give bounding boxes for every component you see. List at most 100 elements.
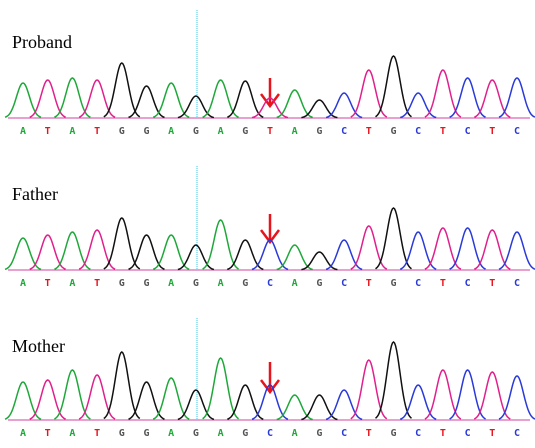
base-call: G <box>143 126 149 137</box>
base-call: T <box>45 278 51 289</box>
trace-peak <box>301 100 337 118</box>
base-call: T <box>489 126 495 137</box>
base-call: G <box>193 126 199 137</box>
base-call: A <box>20 126 26 137</box>
trace-peak <box>326 390 362 419</box>
base-call: T <box>94 428 100 439</box>
chromatogram-figure: Proband A T A T G G A G A G T A G C T G C T C T C Father A T A T G G… <box>0 0 535 448</box>
trace-peak <box>227 81 263 117</box>
base-call: A <box>20 428 26 439</box>
base-call: G <box>119 428 125 439</box>
trace-peak <box>178 390 214 419</box>
arrow <box>261 78 279 106</box>
base-call: C <box>341 428 347 439</box>
base-call: T <box>440 428 446 439</box>
base-call: T <box>94 126 100 137</box>
trace-peak <box>153 378 189 419</box>
base-call: T <box>440 278 446 289</box>
base-call: C <box>514 278 520 289</box>
base-call: G <box>390 428 396 439</box>
base-call: C <box>415 428 421 439</box>
base-call: A <box>218 428 224 439</box>
sample-label: Proband <box>12 32 72 52</box>
base-call: C <box>465 428 471 439</box>
base-call: C <box>465 278 471 289</box>
trace-peak <box>376 342 412 418</box>
base-call: A <box>168 278 174 289</box>
base-call: G <box>316 278 322 289</box>
base-call: C <box>267 428 273 439</box>
base-call: T <box>366 428 372 439</box>
trace-peak <box>499 376 535 419</box>
trace-peak <box>351 70 387 117</box>
base-call: A <box>20 278 26 289</box>
trace-peak <box>203 220 239 269</box>
base-call: A <box>168 428 174 439</box>
trace-peak <box>351 360 387 419</box>
base-call: G <box>242 278 248 289</box>
trace-peak <box>499 232 535 269</box>
trace-peak <box>301 252 337 270</box>
trace-peak <box>277 90 313 117</box>
arrow <box>261 362 279 392</box>
base-call: G <box>143 428 149 439</box>
trace-peak <box>30 380 66 419</box>
sample-label: Father <box>12 184 58 204</box>
base-call: T <box>366 278 372 289</box>
sample-label: Mother <box>12 336 65 356</box>
trace-peak <box>376 208 412 269</box>
trace-peak <box>178 96 214 118</box>
base-call: G <box>193 428 199 439</box>
base-call: A <box>218 278 224 289</box>
base-call: G <box>242 126 248 137</box>
base-call: T <box>45 126 51 137</box>
trace-peak <box>376 56 412 117</box>
base-call: G <box>119 278 125 289</box>
trace-peak <box>400 385 436 419</box>
base-call: C <box>341 126 347 137</box>
base-call: G <box>193 278 199 289</box>
trace-peak <box>351 226 387 269</box>
base-call: T <box>45 428 51 439</box>
base-call: A <box>292 278 298 289</box>
trace-peak <box>499 78 535 117</box>
trace-peak <box>153 235 189 269</box>
base-call: C <box>267 278 273 289</box>
base-call: A <box>292 126 298 137</box>
base-call: T <box>94 278 100 289</box>
trace-peak <box>326 240 362 269</box>
base-call: G <box>316 126 322 137</box>
trace-peak <box>79 375 115 419</box>
base-call: C <box>465 126 471 137</box>
base-call: G <box>316 428 322 439</box>
trace-peak <box>104 63 140 117</box>
base-call: C <box>341 278 347 289</box>
base-call: T <box>489 428 495 439</box>
trace-peak <box>104 218 140 269</box>
trace-peak <box>178 245 214 270</box>
base-call: T <box>440 126 446 137</box>
base-call: T <box>489 278 495 289</box>
base-call: A <box>69 278 75 289</box>
base-call: A <box>69 126 75 137</box>
base-call: C <box>514 428 520 439</box>
base-call: T <box>366 126 372 137</box>
base-call: G <box>119 126 125 137</box>
base-call: C <box>415 126 421 137</box>
base-call: G <box>390 278 396 289</box>
trace-peak <box>79 80 115 117</box>
arrow <box>261 214 279 242</box>
trace-peak <box>203 358 239 419</box>
base-call: T <box>267 126 273 137</box>
base-call: G <box>242 428 248 439</box>
trace-peak <box>153 83 189 117</box>
base-call: G <box>143 278 149 289</box>
base-call: C <box>415 278 421 289</box>
trace-peak <box>79 230 115 269</box>
base-call: A <box>292 428 298 439</box>
base-call: G <box>390 126 396 137</box>
base-call: C <box>514 126 520 137</box>
trace-peak <box>104 352 140 419</box>
base-call: A <box>168 126 174 137</box>
base-call: A <box>69 428 75 439</box>
